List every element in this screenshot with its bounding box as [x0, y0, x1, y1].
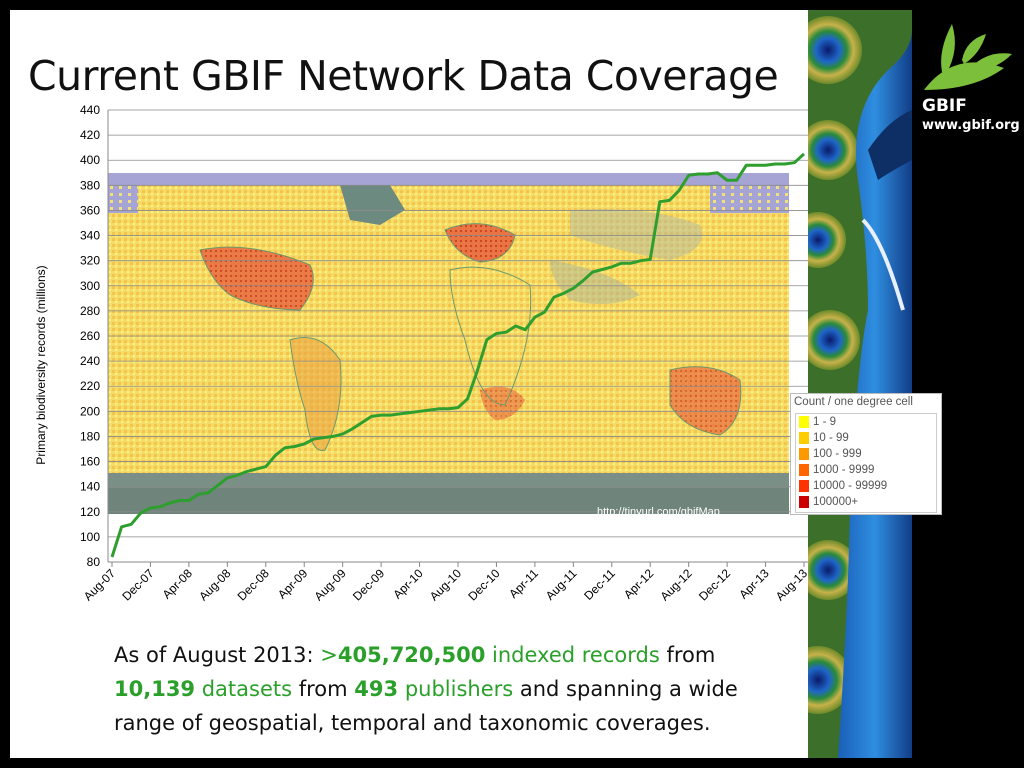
legend-swatch — [799, 480, 809, 492]
y-tick-label: 400 — [80, 153, 100, 167]
slide: 80 100 120 140 160 180 200 220 240 260 280 300 320 34… — [10, 10, 808, 758]
series-layer — [110, 152, 806, 558]
x-tick-label: Dec-07 — [119, 566, 156, 603]
legend-swatch — [799, 432, 809, 444]
legend-label: 100 - 999 — [813, 448, 862, 461]
legend-label: 10 - 99 — [813, 432, 849, 445]
y-tick-label: 140 — [80, 480, 100, 494]
gbif-name: GBIF — [922, 96, 967, 116]
caption-from-2: from — [292, 677, 355, 701]
x-tick-label: Apr-13 — [736, 566, 772, 602]
x-tick-label: Apr-09 — [275, 566, 311, 602]
legend-box: 1 - 9 10 - 99 100 - 999 1000 - 9999 1000… — [795, 413, 937, 513]
y-tick-label: 360 — [80, 203, 100, 217]
x-tick-label: Aug-08 — [196, 566, 233, 603]
y-tick-label: 300 — [80, 279, 100, 293]
gbif-leaf-logo-icon — [924, 24, 1012, 90]
legend-swatch — [799, 448, 809, 460]
x-tick-label: Dec-09 — [350, 566, 387, 603]
legend-label: 100000+ — [813, 496, 859, 509]
caption-rest: and spanning a wide range of geospatial,… — [114, 677, 738, 735]
x-tick-label: Apr-11 — [506, 566, 541, 601]
y-tick-label: 320 — [80, 254, 100, 268]
y-tick-label: 380 — [80, 178, 100, 192]
legend-item: 1000 - 9999 — [799, 464, 874, 478]
y-tick-label: 420 — [80, 128, 100, 142]
x-tick-label: Apr-12 — [621, 566, 657, 602]
legend-title: Count / one degree cell — [794, 396, 913, 408]
x-tick-label: Dec-12 — [696, 566, 733, 603]
datasets-label: datasets — [195, 677, 293, 701]
datasets-count: 10,139 — [114, 677, 196, 701]
records-prefix: > — [320, 643, 338, 667]
y-tick-label: 340 — [80, 229, 100, 243]
caption-lead: As of August 2013: — [114, 643, 321, 667]
legend-swatch — [799, 416, 809, 428]
records-label: indexed records — [485, 643, 660, 667]
y-tick-label: 160 — [80, 455, 100, 469]
legend-label: 1000 - 9999 — [813, 464, 875, 477]
x-tick-label: Aug-12 — [658, 566, 695, 603]
legend-item: 100 - 999 — [799, 448, 862, 462]
y-tick-label: 220 — [80, 379, 100, 393]
gbif-url: www.gbif.org — [922, 118, 1020, 133]
gbif-occurrence-map — [108, 173, 789, 514]
y-tick-label: 280 — [80, 304, 100, 318]
x-tick-label: Dec-11 — [581, 566, 618, 603]
records-count: 405,720,500 — [337, 643, 486, 667]
legend-item: 10 - 99 — [799, 432, 849, 446]
legend-label: 10000 - 99999 — [813, 480, 888, 493]
legend-item: 100000+ — [799, 496, 858, 510]
y-tick-label: 200 — [80, 404, 100, 418]
publishers-count: 493 — [354, 677, 399, 701]
y-tick-label: 120 — [80, 505, 100, 519]
caption-from-1: from — [659, 643, 716, 667]
coverage-chart: 80 100 120 140 160 180 200 220 240 260 280 300 320 34… — [34, 103, 808, 603]
x-tick-label: Dec-08 — [235, 566, 272, 603]
legend-item: 1 - 9 — [799, 416, 836, 430]
publishers-label: publishers — [398, 677, 514, 701]
x-tick-label: Apr-08 — [160, 566, 196, 602]
peacock-photo — [808, 10, 912, 758]
y-tick-label: 180 — [80, 429, 100, 443]
x-tick-label: Dec-10 — [465, 566, 502, 603]
summary-caption: As of August 2013: >405,720,500 indexed … — [114, 638, 794, 740]
y-axis-label: Primary biodiversity records (millions) — [34, 265, 48, 464]
x-tick-label: Aug-10 — [427, 566, 464, 603]
y-tick-label: 260 — [80, 329, 100, 343]
x-tick-label: Aug-11 — [543, 566, 580, 603]
series-line — [110, 152, 806, 558]
legend-label: 1 - 9 — [813, 416, 837, 429]
x-tick-label: Apr-10 — [390, 566, 426, 602]
map-legend: Count / one degree cell 1 - 9 10 - 99 10… — [790, 393, 942, 515]
y-tick-label: 240 — [80, 354, 100, 368]
y-tick-label: 80 — [87, 555, 101, 569]
page-title: Current GBIF Network Data Coverage — [28, 52, 779, 100]
map-url-label: http://tinyurl.com/gbifMap — [597, 506, 720, 518]
x-tick-label: Aug-13 — [773, 566, 808, 603]
legend-swatch — [799, 464, 809, 476]
x-tick-label: Aug-07 — [81, 566, 118, 603]
y-tick-label: 440 — [80, 103, 100, 117]
y-tick-label: 100 — [80, 530, 100, 544]
x-tick-label: Aug-09 — [312, 566, 349, 603]
gbif-logo: GBIF www.gbif.org — [914, 10, 1024, 140]
legend-item: 10000 - 99999 — [799, 480, 887, 494]
legend-swatch — [799, 496, 809, 508]
